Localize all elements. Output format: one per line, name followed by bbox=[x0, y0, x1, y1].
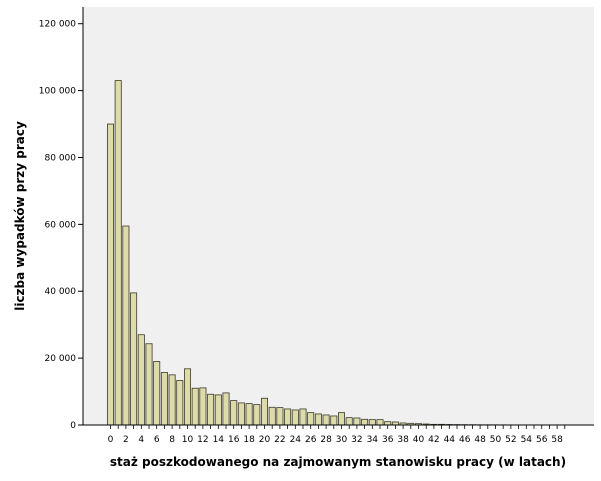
x-axis-title: staż poszkodowanego na zajmowanym stanow… bbox=[110, 455, 566, 469]
x-tick-label: 6 bbox=[154, 435, 160, 445]
x-tick-label: 52 bbox=[505, 435, 516, 445]
y-tick-label: 40 000 bbox=[45, 287, 77, 297]
x-tick-label: 50 bbox=[490, 435, 502, 445]
y-tick-label: 80 000 bbox=[45, 153, 77, 163]
x-tick-label: 14 bbox=[213, 435, 225, 445]
x-tick-label: 28 bbox=[320, 435, 332, 445]
bar-26 bbox=[307, 412, 315, 426]
bar-10 bbox=[183, 368, 191, 426]
x-tick-label: 32 bbox=[351, 435, 362, 445]
x-tick-label: 30 bbox=[336, 435, 348, 445]
bar-25 bbox=[299, 408, 307, 426]
bar-19 bbox=[253, 404, 261, 426]
bar-23 bbox=[284, 408, 292, 426]
bar-28 bbox=[322, 414, 330, 426]
bar-0 bbox=[107, 123, 115, 426]
bar-18 bbox=[245, 403, 253, 426]
bar-35 bbox=[376, 419, 384, 426]
bar-3 bbox=[130, 292, 138, 426]
bar-16 bbox=[230, 400, 238, 426]
x-tick-label: 54 bbox=[521, 435, 533, 445]
bar-9 bbox=[176, 380, 184, 426]
x-tick-label: 38 bbox=[397, 435, 409, 445]
bar-31 bbox=[345, 417, 353, 426]
x-tick-label: 16 bbox=[228, 435, 240, 445]
y-tick-label: 20 000 bbox=[45, 354, 77, 364]
x-tick-label: 24 bbox=[290, 435, 302, 445]
x-tick-label: 42 bbox=[428, 435, 439, 445]
plot-background bbox=[83, 7, 594, 425]
bar-15 bbox=[222, 392, 230, 426]
x-tick-label: 40 bbox=[413, 435, 425, 445]
bar-27 bbox=[314, 413, 322, 426]
bar-6 bbox=[153, 361, 161, 426]
x-tick-label: 20 bbox=[259, 435, 271, 445]
x-tick-label: 10 bbox=[182, 435, 194, 445]
y-axis-title: liczba wypadków przy pracy bbox=[13, 121, 27, 311]
bar-11 bbox=[191, 387, 199, 426]
x-tick-label: 48 bbox=[474, 435, 486, 445]
y-tick-label: 120 000 bbox=[39, 20, 76, 30]
bar-8 bbox=[168, 374, 176, 426]
bar-5 bbox=[145, 343, 153, 426]
x-tick-label: 12 bbox=[197, 435, 208, 445]
bar-36 bbox=[384, 421, 392, 426]
x-tick-label: 8 bbox=[169, 435, 175, 445]
x-tick-label: 2 bbox=[123, 435, 129, 445]
bar-33 bbox=[361, 418, 369, 426]
bar-4 bbox=[137, 334, 145, 426]
bar-20 bbox=[260, 397, 268, 426]
bar-32 bbox=[353, 417, 361, 426]
x-tick-label: 18 bbox=[243, 435, 255, 445]
x-tick-label: 36 bbox=[382, 435, 394, 445]
x-tick-label: 56 bbox=[536, 435, 548, 445]
x-tick-label: 22 bbox=[274, 435, 285, 445]
bar-29 bbox=[330, 415, 338, 426]
bar-34 bbox=[368, 419, 376, 426]
bar-22 bbox=[276, 407, 284, 426]
y-axis-ticks: 0 20 000 40 000 60 000 80 000 100 000 120 000 bbox=[39, 20, 83, 431]
x-tick-label: 0 bbox=[108, 435, 114, 445]
x-tick-label: 4 bbox=[138, 435, 144, 445]
bar-12 bbox=[199, 387, 207, 426]
y-tick-label: 100 000 bbox=[39, 87, 76, 97]
bar-21 bbox=[268, 406, 276, 426]
bar-17 bbox=[237, 402, 245, 426]
x-tick-label: 58 bbox=[551, 435, 563, 445]
y-tick-label: 0 bbox=[70, 421, 76, 431]
bar-1 bbox=[114, 80, 122, 426]
bar-7 bbox=[160, 372, 168, 426]
x-tick-label: 34 bbox=[367, 435, 379, 445]
y-tick-label: 60 000 bbox=[45, 220, 77, 230]
bar-24 bbox=[291, 409, 299, 426]
bar-14 bbox=[214, 394, 222, 426]
bar-2 bbox=[122, 225, 130, 426]
x-tick-label: 46 bbox=[459, 435, 471, 445]
x-axis-ticks: 0 2 4 6 8 10 12 14 16 18 20 22 24 26 28 30 32 34 36 38 40 42 4… bbox=[108, 425, 566, 445]
bar-13 bbox=[207, 393, 215, 426]
bar-30 bbox=[337, 412, 345, 426]
x-tick-label: 44 bbox=[444, 435, 456, 445]
x-tick-label: 26 bbox=[305, 435, 317, 445]
